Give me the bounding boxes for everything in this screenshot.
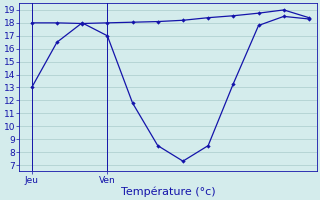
X-axis label: Température (°c): Température (°c)	[121, 186, 215, 197]
